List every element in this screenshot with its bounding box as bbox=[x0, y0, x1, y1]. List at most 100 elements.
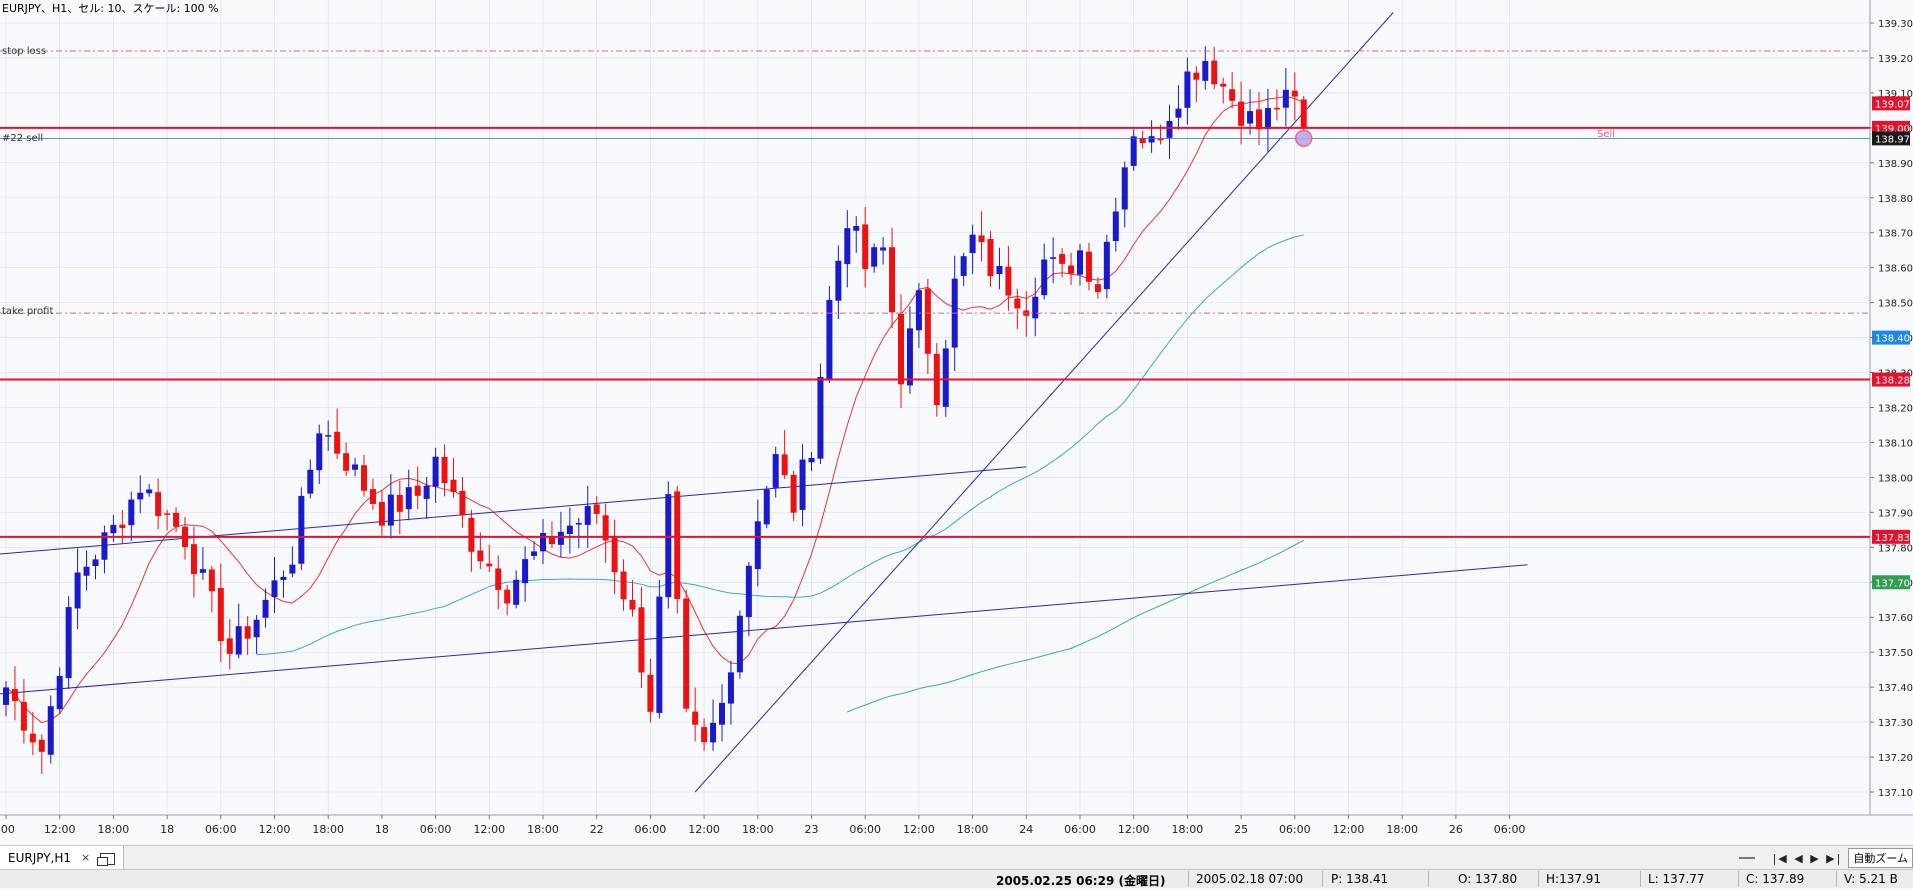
chart-toolbar: |◀ ◀ ▶ ▶| 自動ズーム bbox=[1738, 848, 1913, 868]
candle-body bbox=[790, 474, 797, 513]
candle-body bbox=[208, 569, 215, 592]
price-badge-label: 139.07 bbox=[1875, 99, 1910, 110]
time-tick-label: 18:00 bbox=[98, 823, 130, 836]
candle-body bbox=[29, 733, 36, 743]
candle-body bbox=[575, 523, 582, 525]
candle-body bbox=[289, 564, 296, 574]
price-badge bbox=[1872, 575, 1910, 590]
candle-body bbox=[763, 489, 770, 525]
candle-body bbox=[352, 464, 359, 470]
open-price: O: 137.80 bbox=[1458, 872, 1518, 886]
time-tick-label: 06:00 bbox=[1279, 823, 1311, 836]
candle-body bbox=[566, 525, 573, 534]
candle-body bbox=[3, 687, 9, 705]
price-tick-label: 138.90 bbox=[1878, 159, 1913, 170]
candle-body bbox=[137, 492, 144, 500]
time-tick-label: 12:00 bbox=[688, 823, 720, 836]
volume: V: 5.21 B bbox=[1844, 872, 1898, 886]
time-tick-label: 18:00 bbox=[742, 823, 774, 836]
price-tick-label: 139.30 bbox=[1878, 19, 1913, 30]
order-label: #22 sell bbox=[2, 133, 43, 144]
candle-body bbox=[20, 701, 27, 731]
status-separator bbox=[1836, 871, 1837, 887]
candle-body bbox=[1041, 259, 1048, 296]
horizontal-lines[interactable] bbox=[0, 50, 1870, 538]
time-tick-label: 06:00 bbox=[420, 823, 452, 836]
candle-body bbox=[1130, 136, 1137, 166]
price-badge bbox=[1872, 330, 1910, 345]
price-tick-label: 138.00 bbox=[1878, 473, 1913, 484]
status-separator bbox=[1538, 871, 1539, 887]
candle-body bbox=[1085, 251, 1092, 282]
candle-body bbox=[799, 459, 806, 510]
time-tick-label: 18:00 bbox=[527, 823, 559, 836]
candle-body bbox=[298, 495, 305, 564]
time-tick-label: 12:00 bbox=[903, 823, 935, 836]
chart-area[interactable]: 139.30 139.20 139.10 139.00 138.90 138.80 138.… bbox=[0, 0, 1913, 845]
trend-lines[interactable] bbox=[0, 12, 1528, 793]
status-separator bbox=[1640, 871, 1641, 887]
price-tick-label: 138.10 bbox=[1878, 438, 1913, 449]
candle-body bbox=[441, 456, 448, 484]
time-tick-label: 06:00 bbox=[1064, 823, 1096, 836]
candle-body bbox=[611, 537, 618, 573]
candle-body bbox=[1291, 90, 1298, 97]
window-icon[interactable] bbox=[97, 852, 116, 866]
current-time: 2005.02.25 06:29 (金曜日) bbox=[996, 874, 1166, 888]
candle-body bbox=[915, 290, 922, 331]
candle-body bbox=[1264, 108, 1271, 130]
candle-body bbox=[593, 504, 600, 514]
price-badge-label: 138.28 bbox=[1875, 376, 1910, 387]
chart-tab-bar: EURJPY,H1 × |◀ ◀ ▶ ▶| 自動ズーム bbox=[0, 845, 1913, 870]
candle-body bbox=[253, 619, 260, 638]
price-tick-label: 137.50 bbox=[1878, 648, 1913, 659]
chart-tab[interactable]: EURJPY,H1 × bbox=[0, 846, 125, 869]
time-tick-label: 24 bbox=[1019, 823, 1033, 836]
candle-body bbox=[199, 569, 206, 573]
low-price: L: 137.77 bbox=[1648, 872, 1705, 886]
candle-body bbox=[584, 506, 591, 525]
close-icon[interactable]: × bbox=[81, 851, 91, 864]
price-chart[interactable]: 139.30 139.20 139.10 139.00 138.90 138.80 138.… bbox=[0, 0, 1913, 845]
candle-body bbox=[316, 433, 323, 471]
price-tick-label: 138.80 bbox=[1878, 194, 1913, 205]
status-separator bbox=[1322, 871, 1323, 887]
candle-body bbox=[978, 235, 985, 243]
candle-body bbox=[710, 722, 717, 743]
candle-body bbox=[871, 247, 878, 267]
candle-body bbox=[665, 494, 672, 598]
navigation-buttons[interactable]: |◀ ◀ ▶ ▶| bbox=[1772, 851, 1843, 865]
price-tick-label: 138.20 bbox=[1878, 404, 1913, 415]
candle-body bbox=[701, 727, 708, 743]
candle-body bbox=[1005, 266, 1012, 296]
candle-body bbox=[495, 568, 502, 590]
candle-body bbox=[432, 456, 439, 487]
candle-body bbox=[745, 565, 752, 617]
price-tick-label: 139.10 bbox=[1878, 89, 1913, 100]
candle-body bbox=[477, 550, 484, 562]
minimize-icon[interactable] bbox=[1738, 857, 1755, 859]
candle-body bbox=[110, 524, 117, 534]
candle-body bbox=[960, 256, 967, 276]
close-price: C: 137.89 bbox=[1746, 872, 1805, 886]
candle-body bbox=[271, 580, 278, 598]
candle-body bbox=[1014, 298, 1021, 309]
time-tick-label: 06:00 bbox=[635, 823, 667, 836]
candle-body bbox=[74, 572, 81, 609]
time-tick-label: 06:00 bbox=[849, 823, 881, 836]
candle-body bbox=[1300, 99, 1307, 127]
candle-body bbox=[862, 224, 869, 270]
candle-body bbox=[56, 675, 63, 710]
candle-body bbox=[405, 487, 412, 510]
candle-body bbox=[1068, 265, 1075, 274]
candle-body bbox=[38, 739, 45, 752]
candle-body bbox=[656, 596, 663, 713]
time-tick-label: 12:00 bbox=[44, 823, 76, 836]
time-tick-label: 18:00 bbox=[1172, 823, 1204, 836]
sell-marker-label: Sell bbox=[1597, 129, 1615, 140]
candle-body bbox=[826, 299, 833, 379]
auto-zoom-button[interactable]: 自動ズーム bbox=[1848, 848, 1913, 868]
candle-body bbox=[736, 615, 743, 673]
status-separator bbox=[1188, 871, 1189, 887]
candle-body bbox=[369, 489, 376, 504]
